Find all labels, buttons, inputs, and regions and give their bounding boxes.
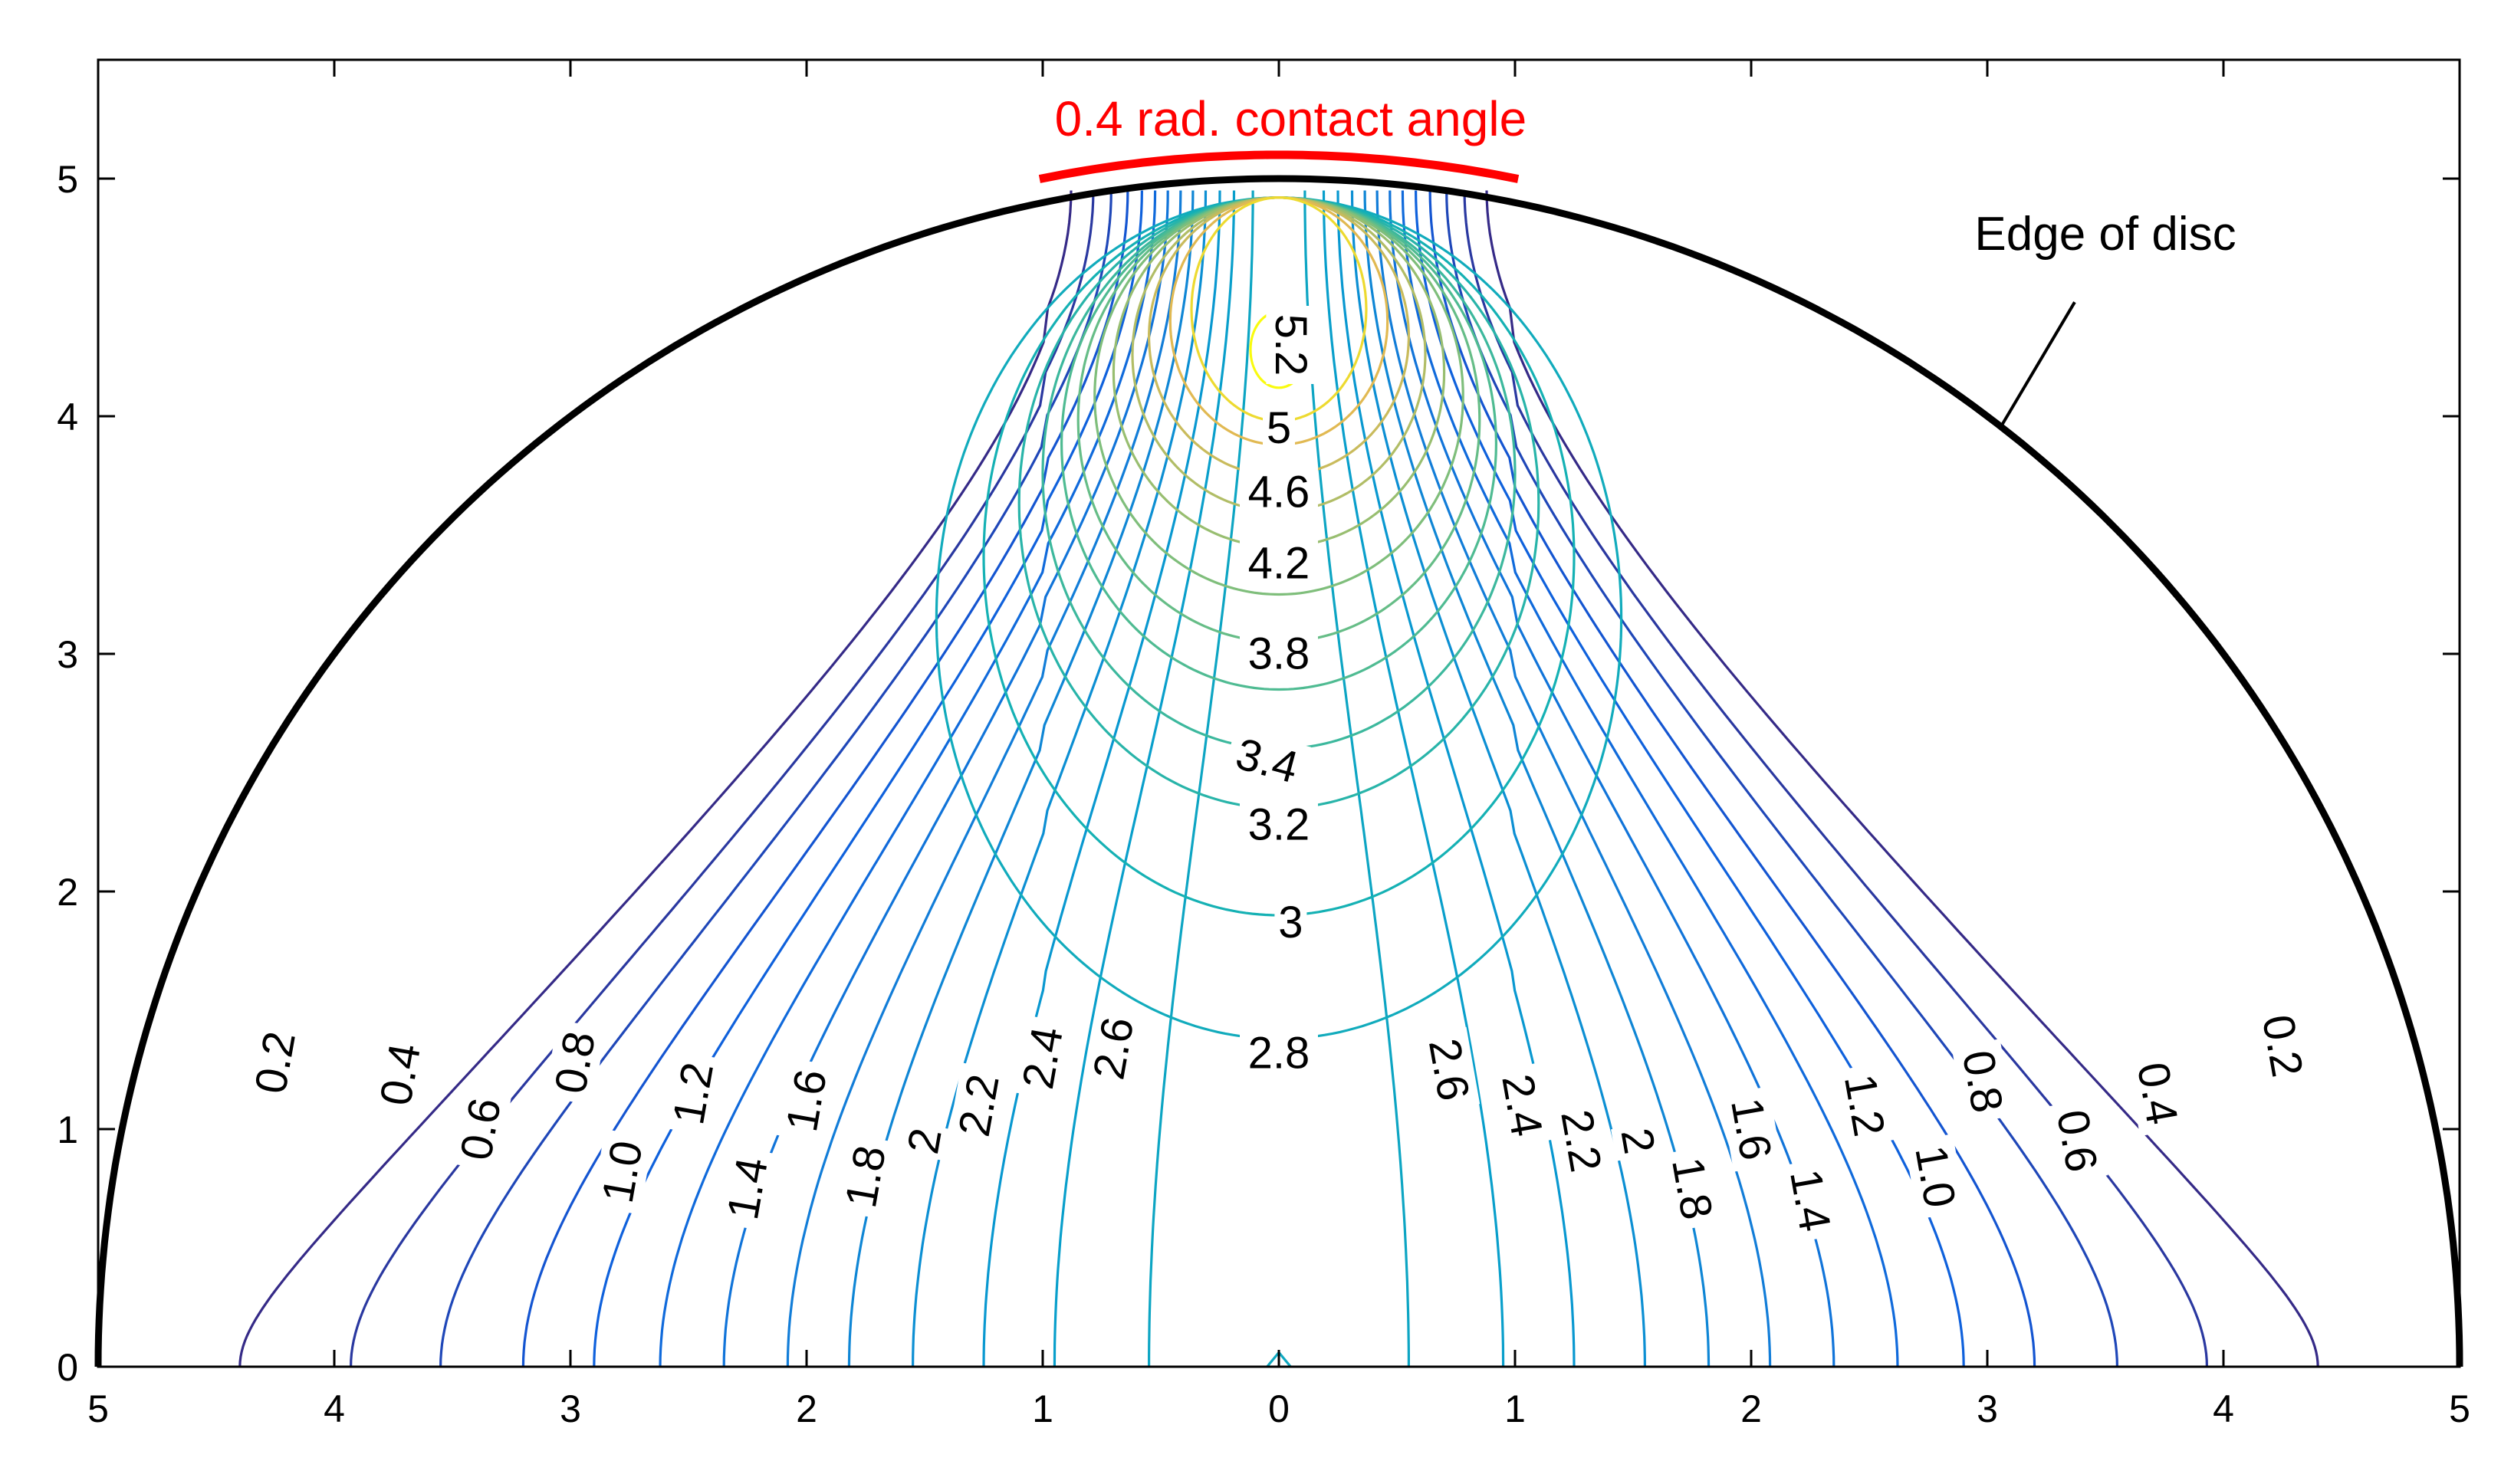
- x-tick-label: 0: [1268, 1387, 1290, 1430]
- edge-of-disc-annotation: Edge of disc: [1974, 208, 2236, 261]
- contour-label: 5.2: [1266, 314, 1316, 376]
- contour-label: 3: [1278, 898, 1303, 947]
- contour-label: 1.6: [1721, 1095, 1781, 1164]
- contour-label: 2.4: [1013, 1023, 1073, 1093]
- contact-angle-annotation: 0.4 rad. contact angle: [1055, 91, 1527, 146]
- contour-label: 0.2: [2253, 1011, 2312, 1081]
- x-tick-label: 4: [2213, 1387, 2234, 1430]
- contour-label: 2.6: [1083, 1013, 1143, 1083]
- contour-label: 1.8: [1662, 1154, 1722, 1223]
- contour-label: 2.8: [1248, 1028, 1310, 1078]
- contour-label: 1.6: [777, 1065, 836, 1135]
- contour-label: 0.4: [370, 1039, 430, 1109]
- contour-label: 2.2: [949, 1071, 1009, 1141]
- contour-label: 1.8: [836, 1142, 896, 1212]
- contour-label: 4.2: [1248, 539, 1310, 589]
- y-tick-label: 2: [57, 871, 78, 914]
- x-tick-label: 2: [1740, 1387, 1762, 1430]
- x-tick-label: 5: [87, 1387, 109, 1430]
- contour-label: 1.4: [1780, 1166, 1840, 1236]
- contour-label: 1.0: [593, 1137, 652, 1207]
- x-tick-label: 4: [324, 1387, 345, 1430]
- x-tick-label: 2: [796, 1387, 817, 1430]
- contour-label: 4.6: [1248, 468, 1310, 517]
- contour-label: 1.2: [1835, 1071, 1895, 1141]
- y-tick-label: 4: [57, 396, 78, 438]
- contour-label: 0.8: [545, 1028, 605, 1098]
- contour-label: 2.6: [1419, 1035, 1479, 1105]
- y-tick-label: 5: [57, 158, 78, 201]
- contour-label: 0.8: [1953, 1047, 2013, 1117]
- contour-label: 0.6: [451, 1095, 511, 1164]
- contour-label: 1.2: [663, 1059, 723, 1128]
- contour-label: 1.4: [718, 1154, 777, 1223]
- contour-label: 0.2: [245, 1028, 305, 1098]
- contour-label: 0.4: [2128, 1059, 2187, 1128]
- contour-label: 3.2: [1248, 800, 1310, 850]
- y-tick-label: 1: [57, 1108, 78, 1151]
- contour-label: 1.0: [1905, 1142, 1965, 1212]
- x-tick-label: 3: [1977, 1387, 1998, 1430]
- x-tick-label: 5: [2449, 1387, 2470, 1430]
- y-tick-label: 0: [57, 1346, 78, 1389]
- contour-label: 2.2: [1551, 1106, 1611, 1176]
- contour-label: 5: [1267, 403, 1291, 453]
- y-tick-label: 3: [57, 633, 78, 676]
- contour-label: 2.4: [1492, 1071, 1552, 1141]
- x-tick-label: 1: [1504, 1387, 1526, 1430]
- x-tick-label: 3: [560, 1387, 581, 1430]
- contour-label: 0.6: [2047, 1106, 2107, 1176]
- contour-label: 3.8: [1248, 629, 1310, 679]
- x-tick-label: 1: [1032, 1387, 1053, 1430]
